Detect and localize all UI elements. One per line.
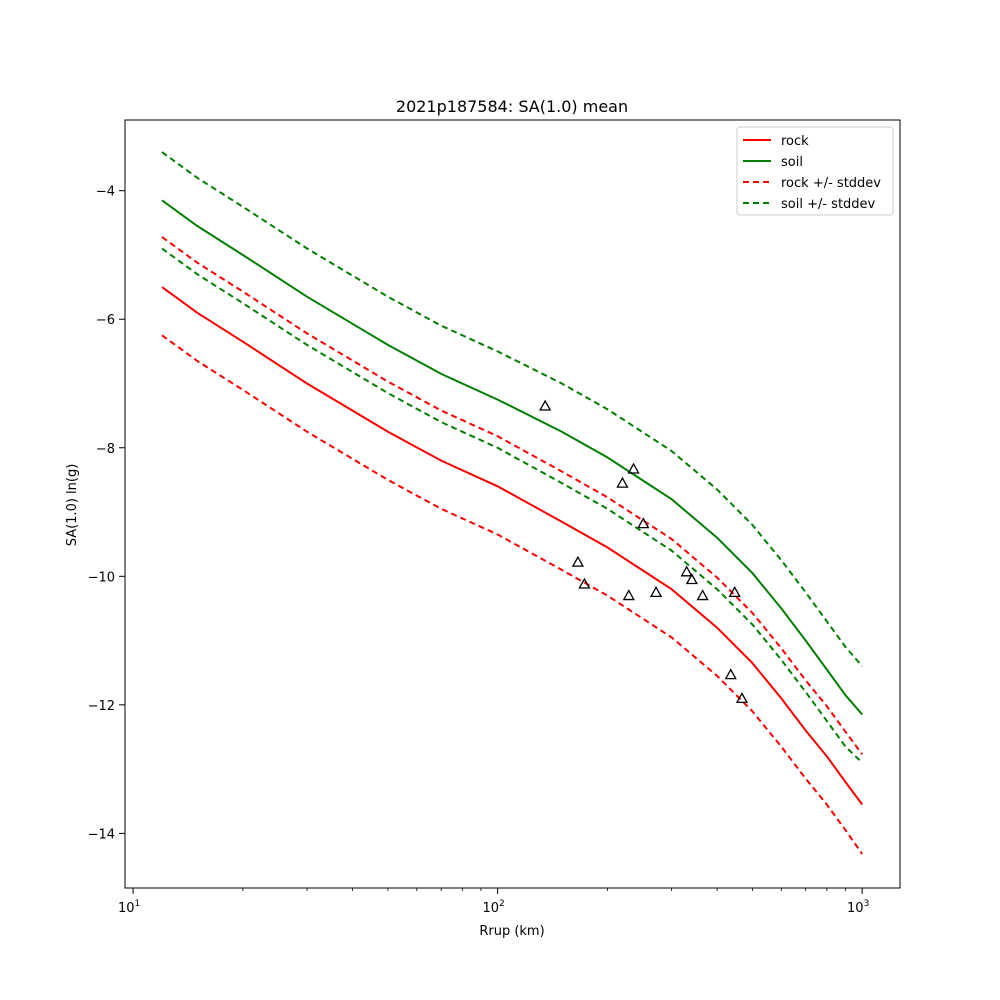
x-tick-label: 101 xyxy=(118,899,140,916)
legend-label: rock +/- stddev xyxy=(781,176,881,191)
observation-marker xyxy=(616,476,629,488)
observation-marker xyxy=(685,573,698,585)
series-line-1 xyxy=(161,199,863,716)
y-tick-label: −4 xyxy=(96,185,115,200)
series-line-5 xyxy=(161,247,863,764)
y-tick-label: −12 xyxy=(88,699,115,714)
observation-marker xyxy=(637,517,650,529)
series-line-0 xyxy=(161,286,864,806)
legend-label: soil xyxy=(781,155,803,170)
legend: rock soil rock +/- stddev soil +/- stddev xyxy=(736,126,894,216)
y-tick-label: −10 xyxy=(88,570,115,585)
series-line-4 xyxy=(161,151,863,667)
observation-marker xyxy=(571,555,584,567)
x-tick-label: 103 xyxy=(847,899,869,916)
legend-label: rock xyxy=(781,134,809,149)
axes-frame xyxy=(124,119,901,889)
chart-title: 2021p187584: SA(1.0) mean xyxy=(396,97,628,116)
plot-area xyxy=(161,151,864,855)
observation-marker xyxy=(735,692,749,704)
observation-marker xyxy=(649,586,663,598)
observation-marker xyxy=(680,565,693,577)
axes: 101 102 103 −14 −12 −10 −8 −6 −4 xyxy=(88,119,901,916)
legend-label: soil +/- stddev xyxy=(781,197,876,212)
observation-marker xyxy=(627,462,640,474)
y-tick-label: −6 xyxy=(96,313,115,328)
observation-marker xyxy=(724,668,737,680)
y-axis-label: SA(1.0) ln(g) xyxy=(65,464,80,547)
y-tick-label: −14 xyxy=(88,827,115,842)
y-tick-label: −8 xyxy=(96,442,115,457)
x-axis-label: Rrup (km) xyxy=(479,924,544,939)
observation-marker xyxy=(728,586,741,598)
observation-marker xyxy=(578,577,591,589)
legend-box xyxy=(736,126,894,216)
observation-marker xyxy=(622,589,635,601)
observation-marker xyxy=(696,589,709,601)
x-tick-label: 102 xyxy=(483,899,505,916)
observation-marker xyxy=(539,399,552,411)
